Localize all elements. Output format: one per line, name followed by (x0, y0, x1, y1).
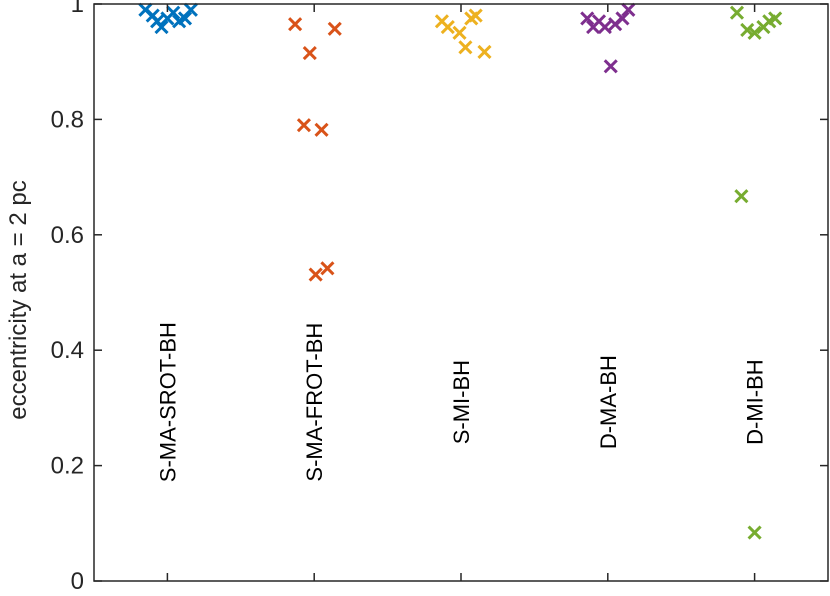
data-point (302, 45, 317, 61)
axes-box (93, 3, 829, 582)
plot-content: S-MA-SROT-BH S-MA-FROT-BH S-MI-BH D-MA-BH D-… (138, 2, 783, 540)
series-label: S-MA-SROT-BH (155, 322, 180, 482)
y-tick-label: 0.6 (51, 222, 84, 249)
data-point (768, 11, 783, 26)
data-point (177, 11, 193, 26)
data-point (314, 122, 329, 137)
series-s-ma-frot-bh: S-MA-FROT-BH (288, 17, 342, 482)
data-point (747, 525, 762, 540)
data-point (580, 11, 595, 26)
series-label: S-MA-FROT-BH (302, 323, 327, 482)
data-point (154, 20, 169, 35)
y-tick-label: 0.2 (51, 453, 84, 480)
data-point (308, 267, 323, 282)
data-point (458, 40, 473, 55)
y-tick-label: 0 (71, 568, 84, 595)
data-point (729, 5, 745, 20)
data-point (747, 25, 762, 40)
series-label: S-MI-BH (449, 360, 474, 444)
y-tick-label: 1 (71, 0, 84, 18)
series-s-mi-bh: S-MI-BH (434, 8, 492, 444)
y-tick-label: 0.4 (51, 337, 84, 364)
data-point (621, 2, 636, 17)
data-point (320, 261, 335, 276)
data-point (288, 17, 303, 32)
y-axis-title: eccentricity at a = 2 pc (5, 180, 32, 419)
series-d-mi-bh: D-MI-BH (729, 5, 783, 540)
data-point (452, 25, 467, 40)
series-label: D-MI-BH (743, 359, 768, 445)
data-point (603, 59, 618, 74)
data-point (615, 11, 630, 26)
data-point (740, 22, 755, 38)
series-s-ma-srot-bh: S-MA-SROT-BH (138, 2, 198, 482)
data-point (296, 118, 311, 133)
series-d-ma-bh: D-MA-BH (580, 2, 636, 449)
data-point (183, 2, 198, 17)
data-point (440, 20, 455, 35)
data-point (597, 20, 612, 35)
data-point (734, 189, 749, 204)
y-tick-label: 0.8 (51, 106, 84, 133)
data-point (477, 44, 492, 59)
data-point (468, 8, 483, 23)
axis-ticks: 0 0.2 0.4 0.6 0.8 1 (51, 0, 828, 595)
series-label: D-MA-BH (596, 355, 621, 449)
data-point (327, 21, 342, 36)
data-point (166, 5, 181, 20)
